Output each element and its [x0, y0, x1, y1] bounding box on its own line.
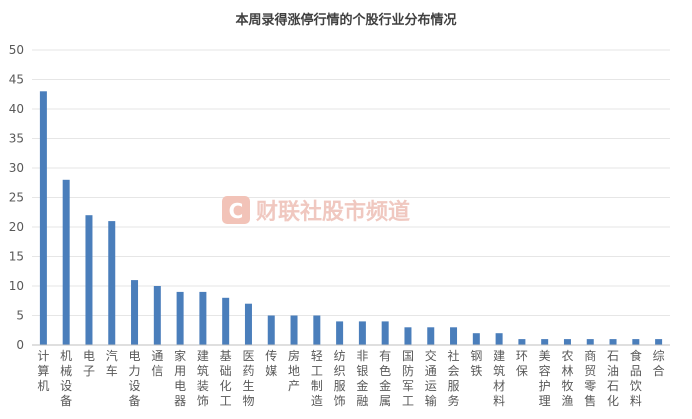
bar	[518, 339, 526, 345]
bar	[290, 315, 298, 345]
bar	[153, 286, 161, 345]
bar	[244, 303, 252, 345]
bar	[267, 315, 275, 345]
y-axis-ticks: 0 5 10 15 20 25 30 35 40 45 50	[9, 43, 24, 352]
watermark-logo-letter: C	[229, 199, 244, 223]
watermark-text: 财联社股市频道	[256, 199, 410, 225]
bars	[39, 91, 663, 345]
x-tick-label: 房地产	[288, 348, 300, 393]
x-tick-label: 计算机	[37, 349, 49, 393]
bar	[495, 333, 503, 345]
y-tick-label: 10	[9, 279, 24, 293]
x-tick-label: 医药生物	[242, 349, 254, 408]
x-tick-label: 环保	[516, 349, 528, 378]
x-tick-label: 基础化工	[220, 349, 232, 408]
y-tick-label: 0	[16, 338, 24, 352]
bar	[541, 339, 549, 345]
x-tick-label: 商贸零售	[584, 348, 596, 408]
y-tick-label: 20	[9, 220, 24, 234]
x-tick-label: 通信	[151, 349, 163, 378]
y-tick-label: 35	[9, 132, 24, 146]
y-tick-label: 30	[9, 161, 24, 175]
bar	[336, 321, 344, 345]
y-tick-label: 5	[16, 309, 24, 323]
x-tick-label: 农林牧渔	[561, 349, 573, 408]
bar	[427, 327, 435, 345]
x-tick-label: 纺织服饰	[334, 349, 346, 408]
y-tick-label: 50	[9, 43, 24, 57]
y-tick-label: 45	[9, 73, 24, 87]
x-tick-label: 轻工制造	[311, 349, 323, 408]
bar	[404, 327, 412, 345]
chart-title: 本周录得涨停行情的个股行业分布情况	[235, 12, 456, 28]
y-tick-label: 15	[9, 250, 24, 264]
x-tick-label: 非银金融	[356, 349, 368, 408]
x-tick-label: 建筑材料	[493, 349, 505, 408]
bar	[85, 215, 93, 345]
x-axis-labels: 计算机机械设备电子汽车电力设备通信家用电器建筑装饰基础化工医药生物传媒房地产轻工…	[37, 348, 664, 408]
x-tick-label: 有色金属	[379, 349, 391, 408]
y-tick-label: 40	[9, 102, 24, 116]
bar	[655, 339, 663, 345]
x-tick-label: 综合	[653, 349, 665, 378]
x-tick-label: 美容护理	[539, 349, 551, 408]
bar	[108, 221, 116, 345]
x-tick-label: 社会服务	[448, 348, 460, 408]
bar	[39, 91, 47, 345]
gridlines	[32, 49, 670, 316]
bar	[199, 291, 207, 345]
x-tick-label: 电子	[83, 349, 95, 378]
x-tick-label: 电力设备	[129, 349, 141, 408]
y-tick-label: 25	[9, 191, 24, 205]
bar	[313, 315, 321, 345]
x-tick-label: 钢铁	[470, 349, 482, 378]
bar	[222, 297, 230, 345]
x-tick-label: 家用电器	[174, 348, 186, 408]
x-tick-label: 传媒	[265, 348, 277, 378]
x-tick-label: 汽车	[106, 348, 118, 378]
watermark-logo-icon	[222, 196, 250, 224]
bar	[632, 339, 640, 345]
bar	[472, 333, 480, 345]
bar	[586, 339, 594, 345]
x-tick-label: 建筑装饰	[197, 349, 209, 408]
bar	[176, 291, 184, 345]
bar	[131, 280, 139, 345]
bar	[609, 339, 617, 345]
bar	[358, 321, 366, 345]
watermark: C 财联社股市频道	[222, 196, 410, 225]
bar	[450, 327, 458, 345]
bar	[563, 339, 571, 345]
x-tick-label: 石油石化	[607, 349, 619, 408]
x-tick-label: 机械设备	[60, 349, 72, 408]
x-tick-label: 交通运输	[425, 348, 437, 408]
bar	[381, 321, 389, 345]
x-tick-label: 食品饮料	[630, 348, 642, 408]
x-tick-label: 国防军工	[402, 349, 414, 408]
bar	[62, 179, 70, 345]
